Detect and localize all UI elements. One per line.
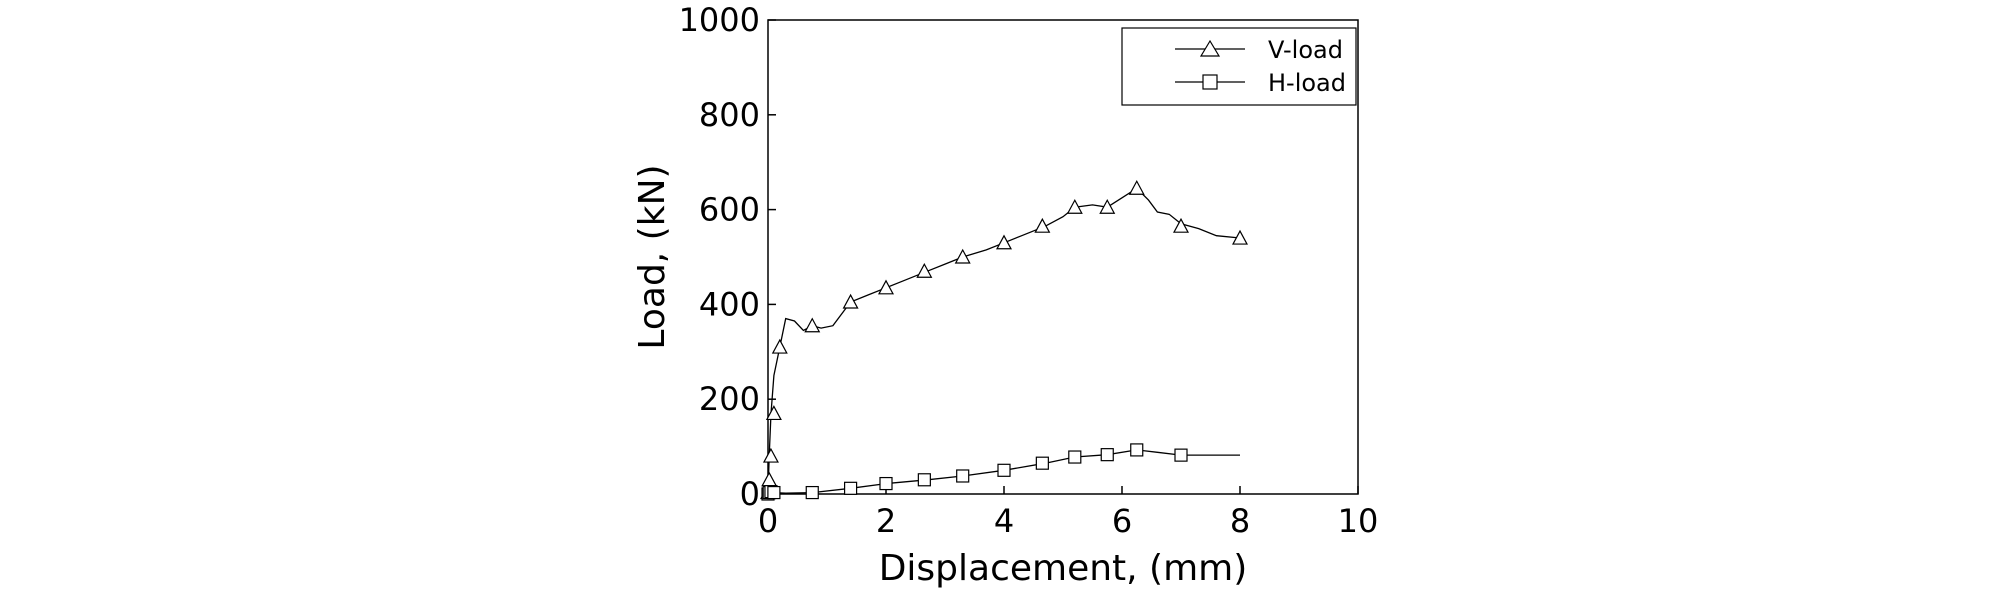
data-point-h-load bbox=[1068, 450, 1082, 464]
data-point-v-load bbox=[761, 471, 778, 487]
data-point-v-load bbox=[842, 293, 859, 309]
x-tick-label: 8 bbox=[1230, 502, 1250, 540]
data-point-v-load bbox=[1128, 180, 1145, 195]
data-point-v-load bbox=[1172, 217, 1190, 233]
data-point-v-load bbox=[762, 447, 779, 463]
data-point-v-load bbox=[1034, 217, 1051, 233]
square-icon bbox=[1202, 74, 1218, 90]
y-tick-label: 800 bbox=[699, 96, 760, 134]
y-axis-label: Load, (kN) bbox=[632, 164, 673, 349]
data-point-v-load bbox=[771, 338, 788, 354]
x-tick-label: 2 bbox=[876, 502, 896, 540]
y-tick-label: 0 bbox=[740, 475, 760, 513]
legend-label-h-load: H-load bbox=[1268, 69, 1346, 97]
data-point-v-load bbox=[916, 262, 933, 278]
x-tick-label: 10 bbox=[1338, 502, 1379, 540]
y-tick-label: 1000 bbox=[679, 1, 760, 39]
data-point-h-load bbox=[1035, 456, 1049, 470]
data-point-h-load bbox=[997, 463, 1011, 477]
data-point-h-load bbox=[1100, 448, 1114, 462]
x-tick-label: 0 bbox=[758, 502, 778, 540]
data-point-v-load bbox=[954, 248, 971, 264]
tick-labels: 0 2 4 6 8 10 0 200 400 600 800 1000 bbox=[679, 1, 1379, 540]
data-point-v-load bbox=[765, 405, 782, 421]
data-point-h-load bbox=[767, 485, 781, 500]
data-point-h-load bbox=[843, 481, 858, 495]
legend-label-v-load: V-load bbox=[1268, 36, 1343, 64]
x-axis-label: Displacement, (mm) bbox=[879, 548, 1248, 589]
data-point-h-load bbox=[956, 469, 970, 483]
data-point-v-load bbox=[804, 317, 821, 333]
x-tick-label: 6 bbox=[1112, 502, 1132, 540]
x-tick-label: 4 bbox=[994, 502, 1014, 540]
data-point-h-load bbox=[805, 485, 819, 500]
data-point-h-load bbox=[1174, 448, 1188, 462]
series-layer bbox=[759, 180, 1249, 501]
data-point-v-load bbox=[995, 234, 1013, 250]
triangle-icon bbox=[1199, 39, 1221, 57]
data-point-h-load bbox=[879, 476, 893, 491]
legend: V-load H-load bbox=[1121, 27, 1357, 106]
legend-box bbox=[1121, 27, 1357, 106]
data-point-v-load bbox=[877, 279, 895, 295]
data-point-v-load bbox=[1099, 198, 1116, 214]
series-line-v-load bbox=[767, 187, 1241, 495]
y-tick-label: 400 bbox=[699, 285, 760, 323]
y-tick-label: 600 bbox=[699, 191, 760, 229]
data-point-h-load bbox=[917, 473, 931, 487]
y-tick-label: 200 bbox=[699, 380, 760, 418]
plot-frame bbox=[767, 19, 1359, 495]
data-point-v-load bbox=[1066, 198, 1083, 214]
data-point-v-load bbox=[1231, 229, 1249, 245]
data-point-h-load bbox=[1130, 443, 1144, 457]
